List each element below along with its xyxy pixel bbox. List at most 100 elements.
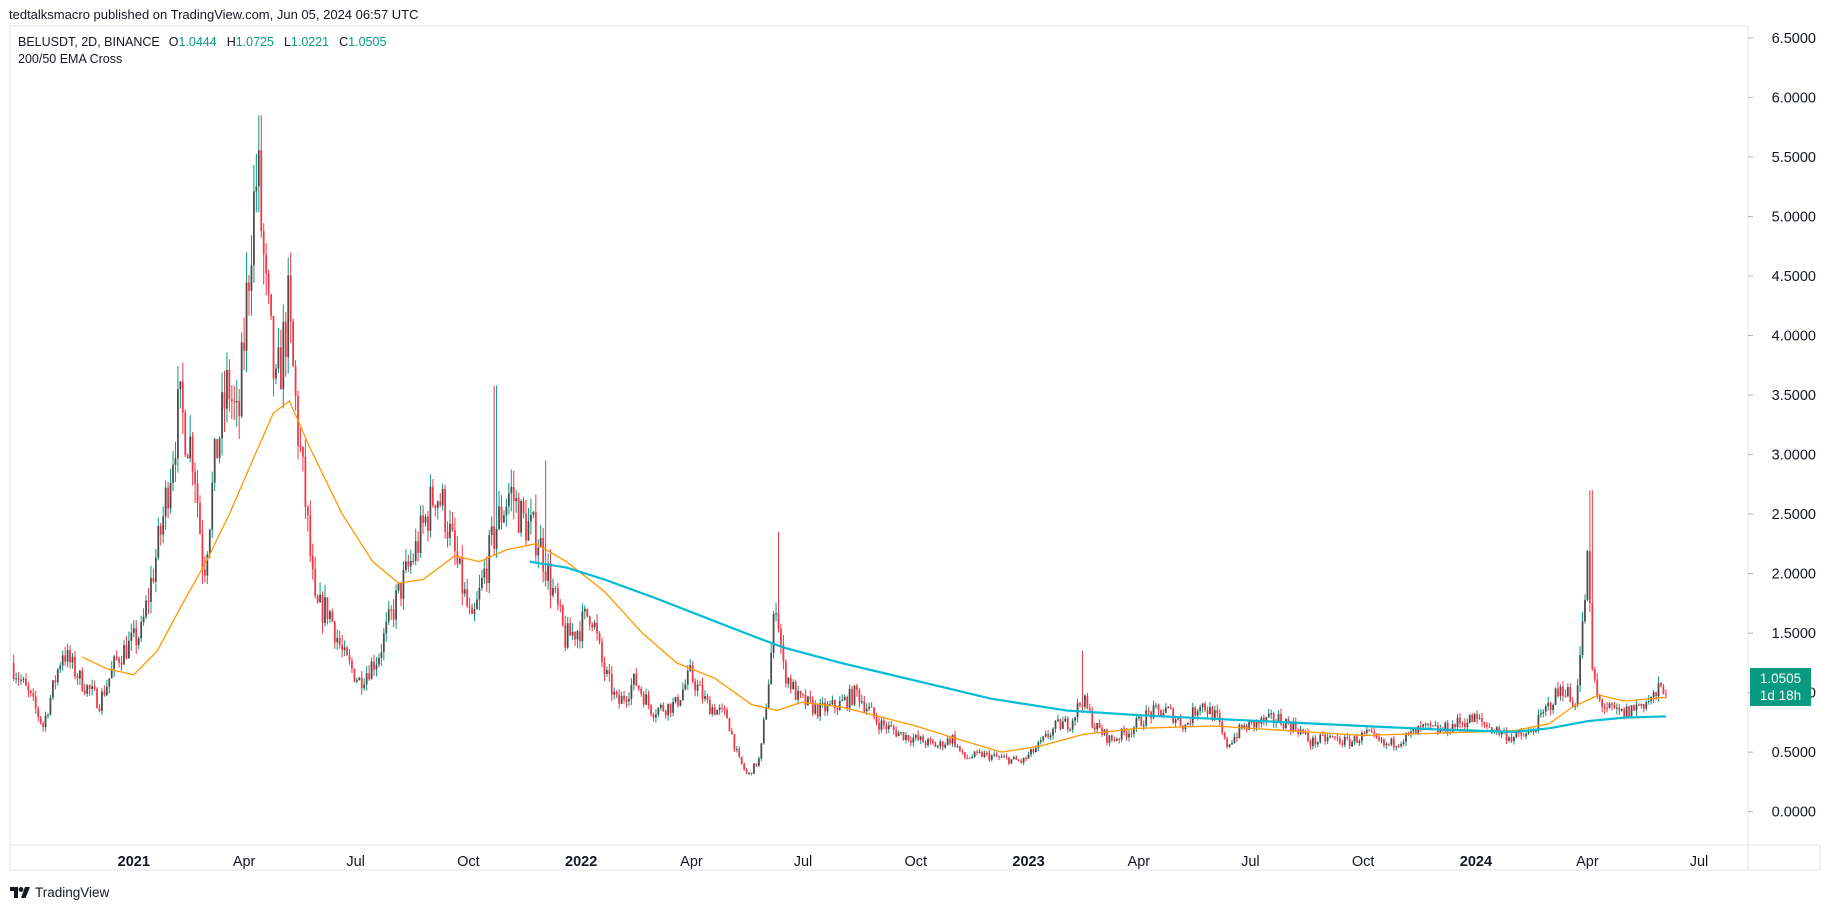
candle-body — [463, 589, 466, 594]
candle-body — [1331, 736, 1334, 738]
time-tick-label: Oct — [457, 854, 480, 870]
candle-body — [596, 622, 598, 634]
candle-body — [512, 486, 515, 502]
candle-body — [738, 749, 741, 757]
candle-body — [831, 700, 834, 704]
candle-body — [22, 678, 25, 680]
candle-body — [1017, 759, 1020, 761]
candle-body — [1061, 721, 1064, 729]
candle-body — [787, 677, 790, 684]
candle-body — [1591, 602, 1594, 670]
candle-body — [1638, 704, 1640, 706]
candle-body — [368, 673, 371, 680]
candle-body — [1162, 712, 1165, 717]
candle-body — [159, 525, 162, 535]
candle-body — [378, 657, 380, 665]
candle-body — [1358, 741, 1361, 743]
candle-body — [1020, 760, 1023, 763]
candle-body — [49, 697, 52, 715]
candle-body — [848, 688, 851, 709]
candle-body — [1213, 710, 1216, 721]
candle-body — [150, 577, 152, 602]
candle-body — [620, 695, 623, 704]
candle-body — [758, 758, 760, 766]
time-tick-label: 2022 — [565, 854, 597, 870]
candle-body — [843, 697, 846, 700]
candle-body — [120, 662, 123, 665]
candle-body — [944, 744, 947, 748]
candle-body — [311, 555, 314, 570]
candle-body — [407, 561, 410, 567]
candle-body — [267, 273, 270, 295]
candle-body — [1517, 732, 1520, 734]
candle-body — [1664, 694, 1667, 696]
time-tick-label: Jul — [1241, 854, 1260, 870]
candle-body — [1490, 727, 1493, 733]
candle-body — [870, 706, 873, 708]
high-value: 1.0725 — [235, 35, 274, 49]
candle-body — [664, 710, 667, 716]
candle-body — [196, 483, 199, 504]
candle-body — [552, 588, 554, 596]
candle-body — [140, 622, 143, 639]
candle-body — [262, 231, 265, 255]
candle-body — [1539, 713, 1542, 715]
candle-body — [954, 734, 956, 747]
candle-body — [103, 691, 106, 696]
candle-body — [1584, 599, 1586, 622]
candle-body — [270, 294, 272, 317]
candle-body — [731, 731, 733, 735]
candle-body — [983, 752, 986, 757]
candle-body — [157, 525, 160, 558]
candle-body — [1218, 713, 1221, 722]
publisher-header: tedtalksmacro published on TradingView.c… — [9, 7, 419, 22]
candle-body — [61, 655, 64, 666]
candle-body — [375, 664, 378, 670]
candle-body — [1581, 621, 1584, 656]
candle-body — [804, 694, 807, 706]
price-tick-label: 3.5000 — [1772, 388, 1816, 404]
candle-body — [1081, 705, 1084, 707]
candle-body — [927, 739, 929, 746]
candle-body — [34, 696, 37, 709]
candle-body — [493, 526, 496, 549]
candle-body — [1642, 704, 1645, 709]
candle-body — [694, 681, 697, 691]
candle-body — [331, 611, 334, 622]
candle-body — [306, 506, 309, 516]
candle-body — [125, 645, 128, 659]
candle-body — [990, 755, 993, 760]
price-tick-label: 2.5000 — [1772, 507, 1816, 523]
time-axis[interactable]: 2021 Apr Jul Oct 2022 Apr Jul Oct 2023 Apr Jul Oct 2… — [118, 854, 1709, 870]
candle-body — [56, 669, 59, 683]
candle-body — [515, 497, 518, 502]
candle-body — [1069, 729, 1072, 731]
close-label: C — [339, 35, 349, 49]
candle-body — [561, 605, 564, 626]
candle-body — [936, 746, 939, 748]
candle-body — [1280, 713, 1282, 725]
candle-body — [856, 685, 858, 690]
tradingview-logo-icon — [10, 887, 30, 898]
candle-body — [941, 741, 944, 748]
candle-body — [1037, 742, 1040, 749]
candle-body — [1289, 723, 1292, 732]
price-tick-label: 4.5000 — [1772, 269, 1816, 285]
candle-body — [1145, 710, 1148, 726]
candle-body — [1133, 727, 1135, 734]
candle-body — [981, 751, 983, 757]
candle-body — [615, 691, 618, 695]
candle-body — [1361, 732, 1363, 742]
candle-body — [226, 369, 228, 409]
low-label: L — [283, 35, 291, 49]
candle-body — [488, 534, 491, 583]
candle-body — [1174, 719, 1177, 723]
indicator-label[interactable]: 200/50 EMA Cross — [18, 52, 123, 66]
candle-body — [203, 569, 206, 576]
candle-body — [525, 513, 527, 541]
candle-body — [1454, 724, 1456, 727]
symbol-label[interactable]: BELUSDT, 2D, BINANCE — [18, 35, 160, 49]
candle-body — [922, 736, 925, 743]
candle-body — [1341, 743, 1344, 745]
